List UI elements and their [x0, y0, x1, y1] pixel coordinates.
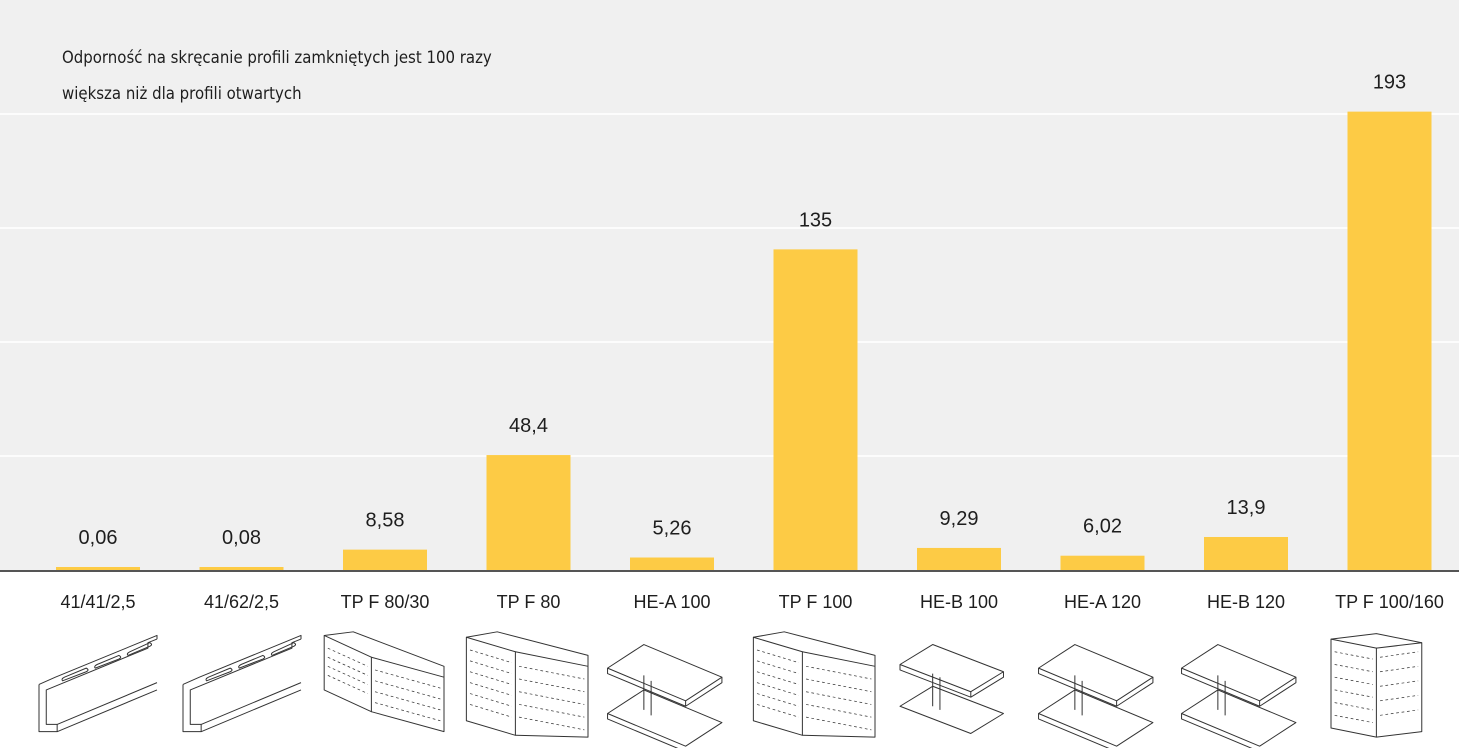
- data-label: 0,08: [222, 527, 261, 549]
- data-label: 193: [1373, 72, 1406, 94]
- i-beam-hea-100-icon: [597, 630, 747, 748]
- data-label: 0,06: [79, 527, 118, 549]
- bar: [343, 550, 427, 570]
- data-label: 6,02: [1083, 516, 1122, 538]
- c-channel-41-62-icon: [167, 630, 317, 748]
- i-beam-hea-120-icon: [1028, 630, 1178, 748]
- data-label: 135: [799, 209, 832, 231]
- data-label: 48,4: [509, 415, 548, 437]
- bar: [200, 567, 284, 570]
- perforated-profile-80-icon: [454, 630, 604, 748]
- data-label: 13,9: [1227, 497, 1266, 519]
- category-label: HE-A 120: [1064, 592, 1141, 612]
- data-label: 8,58: [366, 510, 405, 532]
- perforated-profile-80-30-icon: [310, 630, 460, 748]
- bar: [630, 558, 714, 570]
- category-label: TP F 80: [497, 592, 561, 612]
- bar: [1061, 556, 1145, 570]
- category-label: TP F 100: [779, 592, 853, 612]
- category-label: HE-B 120: [1207, 592, 1285, 612]
- perforated-profile-100-icon: [741, 630, 891, 748]
- bar: [1348, 112, 1432, 570]
- bar: [1204, 537, 1288, 570]
- perforated-profile-100-160-icon: [1315, 630, 1459, 748]
- bar: [487, 455, 571, 570]
- bar: [56, 567, 140, 570]
- category-label: HE-A 100: [633, 592, 710, 612]
- i-beam-heb-120-icon: [1171, 630, 1321, 748]
- category-label: TP F 100/160: [1335, 592, 1444, 612]
- category-label: 41/62/2,5: [204, 592, 279, 612]
- data-label: 9,29: [940, 508, 979, 530]
- data-label: 5,26: [653, 518, 692, 540]
- bar: [917, 548, 1001, 570]
- bar-chart: 0,06 41/41/2,5 0,08 41/62/2,5 8,58 TP F 80/30…: [0, 0, 1459, 630]
- category-label: 41/41/2,5: [60, 592, 135, 612]
- category-label: TP F 80/30: [341, 592, 430, 612]
- bar: [774, 249, 858, 570]
- category-label: HE-B 100: [920, 592, 998, 612]
- profile-illustrations: [0, 630, 1459, 748]
- i-beam-heb-100-icon: [884, 630, 1034, 748]
- c-channel-41-41-icon: [23, 630, 173, 748]
